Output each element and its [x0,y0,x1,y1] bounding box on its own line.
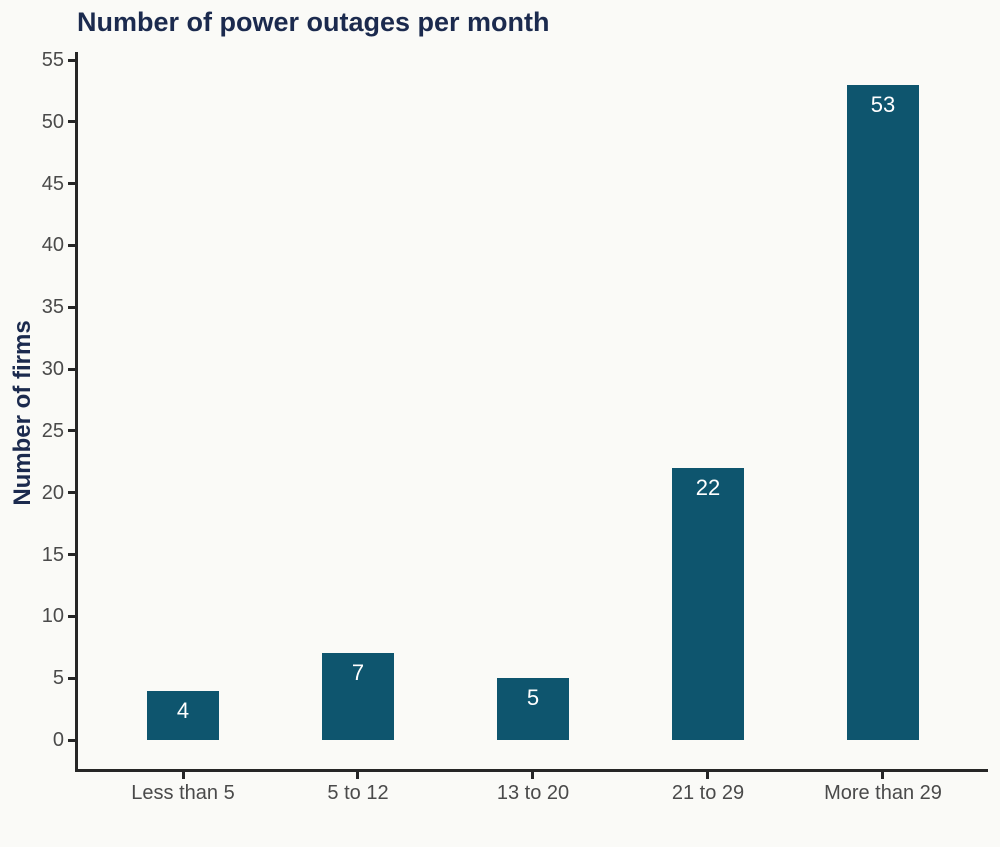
bar [847,85,919,740]
y-tick-label: 15 [41,544,64,566]
x-tick-mark [706,772,709,779]
y-tick-mark [68,244,75,247]
y-tick-mark [68,120,75,123]
y-tick-mark [68,553,75,556]
y-tick-mark [68,306,75,309]
y-tick-label: 30 [41,358,64,380]
y-tick-mark [68,429,75,432]
y-tick-mark [68,491,75,494]
y-tick-label: 40 [41,234,64,256]
x-tick-mark [531,772,534,779]
bar [497,678,569,740]
y-tick-label: 5 [52,667,64,689]
bar-value-label: 7 [351,660,365,685]
x-tick-label: 13 to 20 [496,782,570,804]
x-tick-mark [182,772,185,779]
y-tick-mark [68,59,75,62]
chart-title: Number of power outages per month [77,7,550,37]
x-tick-label: Less than 5 [131,782,235,804]
y-tick-label: 35 [41,296,64,318]
y-tick-label: 0 [52,729,64,751]
y-tick-mark [68,615,75,618]
bar-value-label: 5 [526,685,540,710]
x-tick-label: 21 to 29 [671,782,745,804]
bar [147,691,219,740]
bar [672,468,744,740]
x-axis-line [75,769,988,772]
bar-value-label: 53 [870,92,896,117]
bar-value-label: 4 [176,698,190,723]
y-tick-label: 45 [41,173,64,195]
x-tick-label: More than 29 [824,782,942,804]
bar [322,653,394,740]
y-tick-mark [68,739,75,742]
bar-value-label: 22 [695,475,721,500]
y-axis-title-text: Number of firms [9,320,36,506]
y-tick-label: 50 [41,111,64,133]
y-tick-label: 20 [41,482,64,504]
x-tick-mark [881,772,884,779]
y-tick-label: 55 [41,49,64,71]
y-axis-line [75,52,78,772]
x-tick-label: 5 to 12 [327,782,389,804]
y-tick-label: 10 [41,605,64,627]
y-tick-mark [68,368,75,371]
x-tick-mark [356,772,359,779]
y-tick-mark [68,677,75,680]
y-tick-label: 25 [41,420,64,442]
y-tick-mark [68,182,75,185]
